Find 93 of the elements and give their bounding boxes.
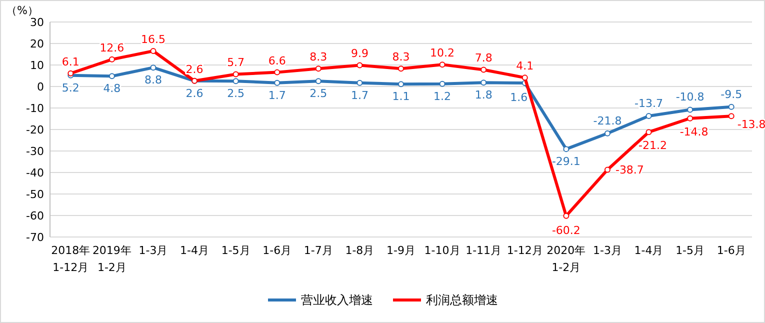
y-tick-label: -30 bbox=[26, 145, 44, 158]
data-label: -29.1 bbox=[552, 155, 580, 168]
data-label: -13.8 bbox=[737, 118, 765, 132]
data-label: 12.6 bbox=[100, 41, 124, 54]
x-tick-label: 1-5月 bbox=[221, 244, 250, 257]
point bbox=[480, 66, 487, 73]
point bbox=[646, 112, 652, 119]
data-label: 6.6 bbox=[268, 54, 286, 68]
data-label: 8.3 bbox=[392, 50, 410, 64]
data-label: 16.5 bbox=[140, 33, 166, 46]
y-tick-label: 20 bbox=[30, 38, 44, 50]
point bbox=[108, 73, 115, 80]
data-label: 1.7 bbox=[268, 88, 286, 102]
point bbox=[563, 146, 570, 152]
y-tick-label: 0 bbox=[37, 80, 44, 94]
data-label: 5.2 bbox=[62, 81, 80, 94]
point bbox=[232, 71, 239, 78]
point bbox=[522, 74, 528, 81]
point bbox=[480, 80, 487, 86]
x-tick-label: 2020年 1-2月 bbox=[546, 244, 586, 274]
x-tick-label: 2018年 1-12月 bbox=[51, 244, 90, 274]
point bbox=[232, 78, 239, 84]
data-label: 9.9 bbox=[350, 47, 368, 60]
data-label: -10.8 bbox=[676, 90, 704, 104]
x-tick-label: 1-7月 bbox=[304, 244, 333, 257]
data-label: -21.2 bbox=[638, 139, 667, 152]
data-label: 7.8 bbox=[474, 52, 492, 65]
data-label: 2.5 bbox=[310, 87, 328, 100]
point bbox=[439, 80, 446, 87]
data-label: 1.8 bbox=[474, 88, 492, 102]
y-axis-title: （%） bbox=[6, 4, 38, 17]
legend-label: 利润总额增速 bbox=[426, 293, 498, 307]
point bbox=[356, 80, 363, 86]
data-label: 8.3 bbox=[310, 50, 328, 64]
data-label: -13.7 bbox=[634, 96, 663, 110]
data-label: 1.2 bbox=[434, 90, 452, 103]
x-tick-label: 2019年 1-2月 bbox=[92, 244, 132, 274]
data-label: -14.8 bbox=[680, 125, 708, 138]
x-tick-label: 1-6月 bbox=[262, 244, 292, 257]
data-label: -60.2 bbox=[552, 224, 580, 237]
x-tick-label: 1-5月 bbox=[676, 244, 705, 257]
y-tick-label: 30 bbox=[30, 16, 44, 29]
x-tick-label: 1-6月 bbox=[716, 244, 746, 257]
point bbox=[646, 129, 652, 136]
y-tick-label: -40 bbox=[26, 166, 44, 180]
y-tick-label: -20 bbox=[26, 124, 44, 136]
legend-label: 营业收入增速 bbox=[301, 293, 373, 307]
x-tick-label: 1-11月 bbox=[466, 244, 502, 257]
point bbox=[728, 104, 734, 110]
y-tick-label: -50 bbox=[26, 188, 44, 201]
point bbox=[274, 80, 280, 86]
point bbox=[604, 130, 610, 136]
point bbox=[315, 66, 322, 72]
y-tick-label: 10 bbox=[30, 59, 44, 72]
point bbox=[687, 115, 694, 122]
point bbox=[398, 66, 404, 72]
point bbox=[356, 62, 363, 68]
point bbox=[150, 48, 156, 54]
point bbox=[398, 81, 404, 88]
point bbox=[439, 62, 446, 68]
point bbox=[728, 113, 734, 120]
data-label: -38.7 bbox=[615, 164, 644, 177]
x-tick-label: 1-9月 bbox=[386, 244, 416, 257]
data-label: 4.1 bbox=[516, 60, 534, 73]
data-label: -9.5 bbox=[720, 88, 742, 101]
x-tick-label: 1-3月 bbox=[138, 244, 168, 257]
x-tick-label: 1-10月 bbox=[424, 244, 460, 257]
x-tick-label: 1-4月 bbox=[180, 244, 210, 257]
x-tick-label: 1-12月 bbox=[506, 244, 543, 257]
data-label: 2.5 bbox=[227, 87, 245, 100]
point bbox=[315, 78, 322, 84]
point bbox=[274, 69, 280, 76]
point bbox=[150, 64, 156, 71]
data-label: 10.2 bbox=[430, 46, 455, 60]
x-tick-label: 1-8月 bbox=[345, 244, 374, 257]
point bbox=[604, 166, 610, 173]
data-label: 1.1 bbox=[392, 90, 410, 104]
data-label: 1.7 bbox=[350, 88, 368, 102]
data-label: 8.8 bbox=[144, 74, 162, 87]
data-label: 2.6 bbox=[186, 62, 204, 76]
point bbox=[687, 106, 694, 113]
x-tick-label: 1-4月 bbox=[634, 244, 664, 257]
x-tick-label: 1-3月 bbox=[592, 244, 622, 257]
data-label: -21.8 bbox=[593, 114, 622, 128]
y-tick-label: -70 bbox=[26, 231, 44, 244]
data-label: 2.6 bbox=[186, 86, 204, 100]
point bbox=[108, 56, 115, 62]
y-tick-label: -60 bbox=[26, 210, 44, 222]
data-label: 5.7 bbox=[227, 56, 245, 70]
data-label: 1.6 bbox=[510, 91, 528, 104]
data-label: 6.1 bbox=[62, 55, 80, 68]
y-tick-label: -10 bbox=[26, 102, 44, 115]
data-label: 4.8 bbox=[103, 82, 121, 96]
